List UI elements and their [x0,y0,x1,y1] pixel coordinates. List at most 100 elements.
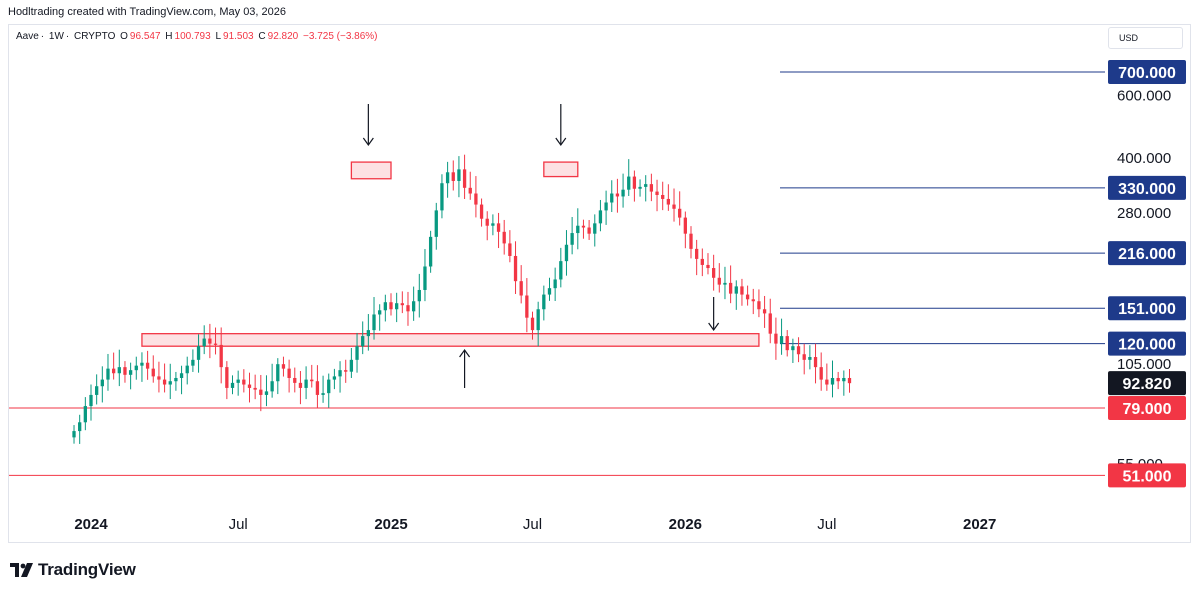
candle-body [666,198,671,205]
candle-body [808,357,812,360]
candle-body [462,169,467,188]
close-value: 92.820 [267,31,299,42]
candle-body [802,354,806,360]
candle-body [355,346,359,360]
x-tick-label: 2024 [74,516,108,533]
candle-body [536,309,540,331]
zone-top-1 [350,161,392,180]
symbol-name[interactable]: Aave [16,31,39,42]
candle-body [202,338,206,347]
candle-body [208,338,212,344]
candle-body [287,368,291,378]
x-tick-label: 2026 [669,516,702,533]
candle-body [264,391,269,395]
candle-body [411,301,416,312]
candle-body [700,258,704,265]
candle-body [825,379,829,385]
candle-body [508,243,512,256]
candle-body [525,295,529,318]
candle-body [395,303,399,310]
candle-body [123,367,127,375]
candle-body [683,217,687,234]
candle-body [581,225,586,228]
candle-body [655,191,659,195]
candle-body [230,382,235,388]
price-label-box [1108,296,1186,321]
high-value: 100.793 [174,31,211,42]
arrow-head [708,322,720,332]
arrow-head [555,137,567,147]
candle-body [157,376,161,380]
candle-body [174,377,178,382]
candle-body [293,377,297,383]
candle-body [723,282,727,285]
candle-body [247,384,252,388]
candle-body [372,314,376,331]
candle-body [434,210,438,237]
candle-body [632,176,637,189]
high-label: H [165,31,173,42]
candle-body [564,244,569,262]
candle-body [298,382,303,388]
y-tick-label: 600.000 [1117,88,1171,105]
candle-body [361,336,365,347]
price-label: 151.000 [1118,301,1176,318]
candle-body [513,255,518,282]
price-label-box [1108,175,1186,200]
open-label: O [120,31,128,42]
price-label-box [1108,396,1186,420]
close-label: C [258,31,266,42]
candle-body [315,381,320,395]
tradingview-logo[interactable]: TradingView [10,559,136,581]
candle-body [185,365,189,374]
candle-body [332,376,337,380]
candle-body [762,309,767,314]
candle-body [140,362,144,366]
candle-body [644,184,648,187]
symbol-legend: Aave · 1W · CRYPTO O 96.547 H 100.793 L 91.50… [16,31,378,42]
candle-body [468,187,472,194]
candle-body [162,379,167,385]
arrow-head [362,137,374,147]
candle-body [491,223,495,226]
candle-body [145,362,150,369]
last-price-label: 92.820 [1123,376,1172,393]
candle-body [559,261,563,280]
zone-neckline [141,333,760,347]
candle-body [757,301,761,310]
candle-body [327,379,331,394]
candle-body [672,204,676,209]
price-label: 51.000 [1123,468,1172,485]
candle-body [83,406,87,423]
candle-body [649,184,654,192]
change-value: −3.725 (−3.86%) [303,31,378,42]
candle-body [547,288,552,295]
candle-body [576,225,580,234]
candle-body [836,377,840,382]
candle-body [593,223,597,234]
price-label-box [1108,331,1186,356]
candle-body [100,379,104,387]
candle-body [440,183,444,211]
interval-label[interactable]: 1W [48,31,64,42]
candle-body [813,357,818,368]
candle-body [304,379,308,388]
x-tick-label: 2027 [963,516,996,533]
candle-body [349,359,354,372]
currency-selector[interactable]: USD [1108,27,1183,49]
candle-body [598,210,603,224]
candle-body [711,268,716,278]
candle-body [219,344,223,368]
candle-body [236,379,240,383]
candle-body [111,368,116,374]
y-tick-label: 400.000 [1117,150,1171,167]
candle-body [678,208,682,218]
low-value: 91.503 [223,31,254,42]
exchange-label: CRYPTO [74,31,116,42]
candle-body [830,377,835,385]
candle-body [378,310,382,315]
candle-body [842,377,846,382]
candle-body [638,186,642,189]
candle-body [496,223,501,232]
